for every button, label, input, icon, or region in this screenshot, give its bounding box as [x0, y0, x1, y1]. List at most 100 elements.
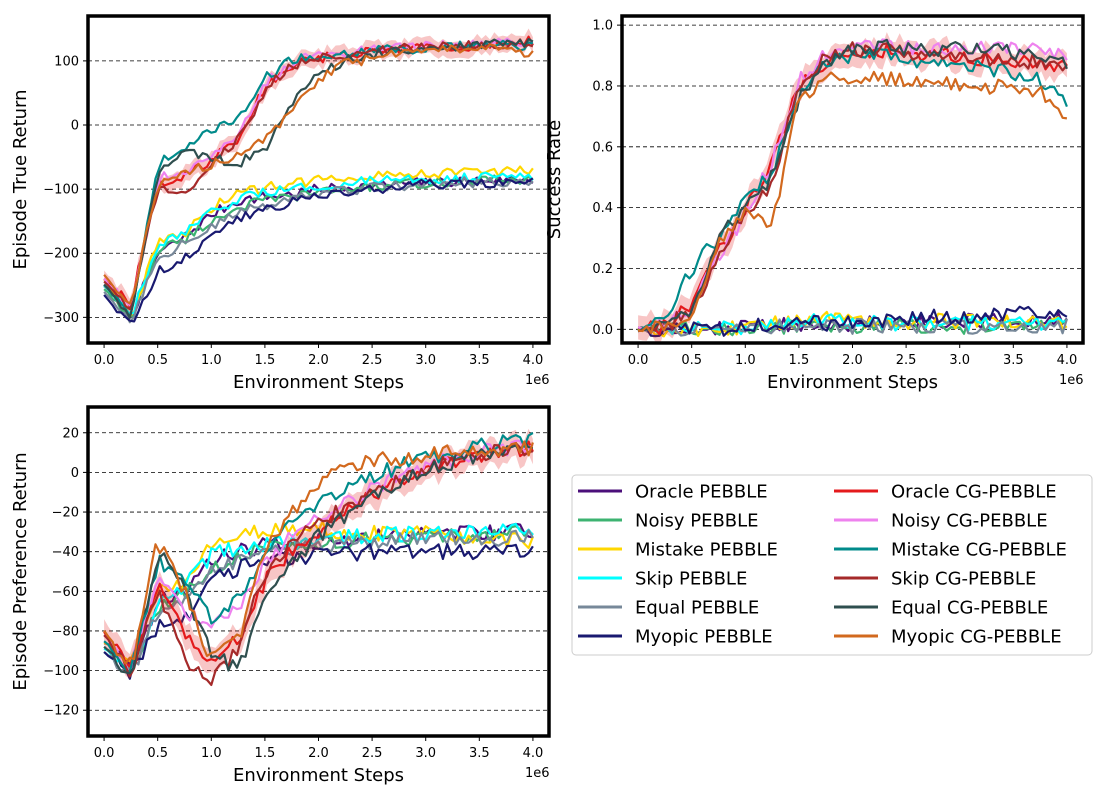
x-tick-label: 4.0	[523, 353, 544, 368]
y-axis-label: Episode True Return	[10, 89, 31, 269]
x-tick-label: 3.0	[415, 746, 436, 761]
x-tick-label: 2.5	[362, 746, 383, 761]
legend-label: Noisy CG-PEBBLE	[891, 511, 1048, 532]
legend-item-noisy-cg-pebble: Noisy CG-PEBBLE	[834, 511, 1048, 532]
y-axis-label: Success Rate	[544, 120, 565, 239]
series-line-myopic-pebble	[637, 305, 1068, 338]
legend-item-equal-cg-pebble: Equal CG-PEBBLE	[834, 598, 1048, 619]
x-tick-label: 0.5	[681, 353, 702, 368]
x-multiplier-label: 1e6	[1059, 373, 1084, 388]
y-tick-label: −80	[52, 624, 79, 639]
x-tick-label: 0.0	[628, 353, 649, 368]
x-tick-label: 2.0	[308, 353, 329, 368]
y-tick-label: 0.8	[592, 79, 613, 94]
x-tick-label: 0.0	[94, 353, 115, 368]
x-tick-label: 1.5	[255, 746, 276, 761]
x-tick-label: 0.0	[94, 746, 115, 761]
x-axis-label: Environment Steps	[233, 765, 404, 786]
legend-label: Myopic PEBBLE	[635, 627, 773, 648]
plot-frame	[620, 14, 1085, 345]
series-line-oracle-cg-pebble	[103, 35, 534, 309]
series-line-equal-cg-pebble	[103, 441, 534, 675]
x-tick-label: 4.0	[1057, 353, 1078, 368]
y-tick-label: −20	[52, 506, 79, 521]
x-tick-label: 1.0	[201, 746, 222, 761]
series-line-myopic-cg-pebble	[103, 43, 534, 305]
series-line-myopic-pebble	[103, 542, 534, 680]
legend-label: Mistake PEBBLE	[635, 540, 778, 561]
y-tick-label: 0	[71, 119, 79, 134]
series-line-equal-pebble	[103, 529, 534, 672]
y-tick-label: 0	[71, 466, 79, 481]
x-tick-label: 2.5	[362, 353, 383, 368]
x-axis-label: Environment Steps	[233, 372, 404, 393]
series-layer	[103, 28, 534, 324]
legend-label: Myopic CG-PEBBLE	[891, 627, 1062, 648]
series-line-equal-cg-pebble	[637, 38, 1068, 333]
chart-panel-2: 0.0 0.2 0.4 0.6 0.8 1.0 0.0 0.5 1.0 1.5 2.0 2.5 3.0 3…	[544, 14, 1085, 393]
legend-item-skip-cg-pebble: Skip CG-PEBBLE	[834, 569, 1036, 590]
x-tick-label: 4.0	[523, 746, 544, 761]
y-axis-label: Episode Preference Return	[10, 452, 31, 690]
series-line-equal-cg-pebble	[103, 37, 534, 319]
legend-item-oracle-pebble: Oracle PEBBLE	[578, 482, 768, 503]
legend-box	[571, 474, 1093, 656]
series-band-oracle-cg-pebble	[638, 32, 1067, 343]
chart-panel-1: −300 −200 −100 0 100 0.0 0.5 1.0 1.5 2.0 2.5 3.0 3.5…	[10, 14, 551, 393]
x-tick-label: 1.5	[255, 353, 276, 368]
legend-item-mistake-pebble: Mistake PEBBLE	[578, 540, 778, 561]
y-tick-label: 0.0	[592, 323, 613, 338]
series-line-myopic-cg-pebble	[638, 70, 1068, 334]
series-line-myopic-pebble	[103, 177, 534, 323]
series-layer	[103, 428, 534, 687]
legend-label: Noisy PEBBLE	[635, 511, 759, 532]
legend-label: Equal PEBBLE	[635, 598, 759, 619]
x-tick-label: 2.0	[842, 353, 863, 368]
x-tick-label: 1.0	[735, 353, 756, 368]
y-tick-label: 0.4	[592, 201, 613, 216]
y-tick-label: −120	[43, 704, 79, 719]
legend-label: Oracle CG-PEBBLE	[891, 482, 1057, 503]
legend-item-noisy-pebble: Noisy PEBBLE	[578, 511, 759, 532]
x-tick-label: 3.5	[469, 746, 490, 761]
legend-label: Skip CG-PEBBLE	[891, 569, 1036, 590]
series-line-myopic-cg-pebble	[103, 440, 534, 665]
y-tick-label: −40	[52, 545, 79, 560]
y-tick-label: 100	[54, 54, 79, 69]
legend-label: Skip PEBBLE	[635, 569, 747, 590]
x-tick-label: 0.5	[147, 746, 168, 761]
y-tick-label: 1.0	[592, 19, 613, 34]
legend-item-skip-pebble: Skip PEBBLE	[578, 569, 747, 590]
series-line-oracle-cg-pebble	[103, 440, 534, 668]
series-line-skip-cg-pebble	[637, 41, 1068, 333]
series-line-skip-cg-pebble	[103, 442, 534, 687]
series-line-equal-pebble	[103, 176, 534, 324]
y-tick-label: 0.2	[592, 262, 613, 277]
legend-item-equal-pebble: Equal PEBBLE	[578, 598, 759, 619]
series-line-skip-cg-pebble	[103, 38, 534, 311]
x-tick-label: 1.5	[789, 353, 810, 368]
y-tick-label: −100	[43, 664, 79, 679]
x-tick-label: 3.5	[469, 353, 490, 368]
series-line-mistake-cg-pebble	[637, 47, 1068, 333]
plot-frame	[86, 405, 551, 738]
series-band-oracle-cg-pebble	[104, 28, 533, 316]
series-layer	[637, 32, 1068, 343]
x-tick-label: 2.0	[308, 746, 329, 761]
x-multiplier-label: 1e6	[525, 766, 550, 781]
legend-label: Mistake CG-PEBBLE	[891, 540, 1067, 561]
plot-frame	[86, 14, 551, 345]
series-band-oracle-cg-pebble	[104, 428, 533, 680]
chart-panel-3: −120 −100 −80 −60 −40 −20 0 20 0.0 0.5 1.0 1.5 2.0 2.…	[10, 405, 551, 786]
x-tick-label: 2.5	[896, 353, 917, 368]
y-tick-label: −300	[43, 311, 79, 326]
legend-item-myopic-cg-pebble: Myopic CG-PEBBLE	[834, 627, 1062, 648]
x-tick-label: 3.5	[1003, 353, 1024, 368]
y-tick-label: −200	[43, 247, 79, 262]
y-tick-label: 0.6	[592, 140, 613, 155]
x-axis-label: Environment Steps	[767, 372, 938, 393]
legend-label: Equal CG-PEBBLE	[891, 598, 1048, 619]
legend-label: Oracle PEBBLE	[635, 482, 768, 503]
legend-item-myopic-pebble: Myopic PEBBLE	[578, 627, 773, 648]
